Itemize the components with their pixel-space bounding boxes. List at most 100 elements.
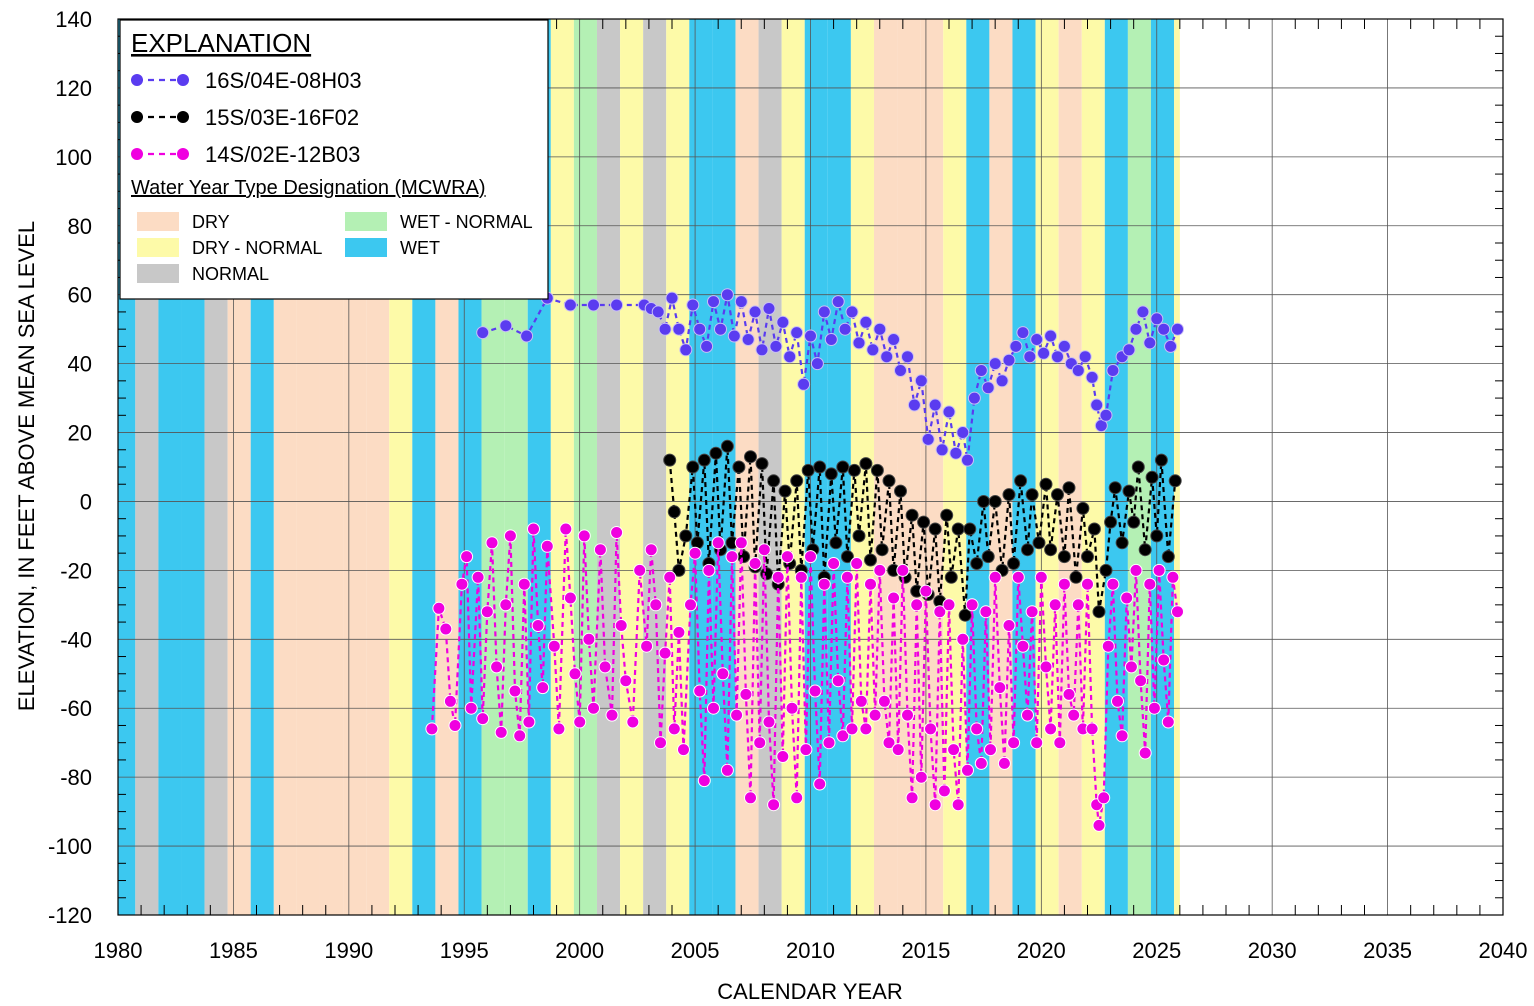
data-point — [859, 315, 873, 329]
data-point — [720, 763, 734, 777]
water-year-band-normal — [596, 19, 621, 915]
water-year-band-dry-normal — [943, 19, 967, 915]
data-point — [686, 298, 700, 312]
data-point — [824, 333, 838, 346]
data-point — [880, 350, 894, 364]
data-point — [1002, 488, 1016, 502]
data-point — [850, 557, 864, 570]
data-point — [944, 570, 958, 584]
data-point — [845, 305, 859, 319]
data-point — [794, 570, 808, 584]
data-point — [707, 295, 720, 309]
data-point — [1122, 484, 1136, 498]
data-point — [619, 674, 633, 688]
data-point — [804, 329, 817, 343]
data-point — [663, 453, 677, 467]
data-point — [1016, 639, 1030, 653]
data-point — [1124, 660, 1138, 674]
data-point — [573, 715, 587, 729]
data-point — [1161, 550, 1175, 564]
data-point — [767, 474, 781, 488]
data-point — [873, 563, 887, 577]
data-point — [476, 326, 490, 340]
data-point — [582, 632, 596, 646]
data-point — [667, 722, 681, 736]
data-point — [762, 302, 776, 315]
data-point — [720, 288, 734, 302]
data-point — [961, 453, 974, 467]
data-point — [838, 322, 852, 336]
data-point — [1002, 619, 1016, 632]
data-point — [1104, 515, 1118, 529]
data-point — [882, 474, 896, 488]
data-point — [716, 667, 730, 681]
data-point — [677, 743, 690, 757]
data-point — [894, 364, 907, 377]
data-point — [778, 484, 792, 498]
data-point — [901, 350, 914, 364]
data-point — [907, 398, 921, 412]
data-point — [1030, 736, 1044, 750]
data-point — [831, 295, 845, 309]
data-point — [490, 660, 504, 674]
data-point — [896, 563, 910, 577]
data-point — [707, 701, 720, 715]
data-point — [667, 505, 681, 519]
data-point — [1081, 550, 1094, 564]
data-point — [840, 550, 854, 564]
data-point — [753, 736, 767, 750]
data-point — [679, 529, 693, 543]
legend-series-entries: 16S/04E-08H03 15S/03E-16F02 14S/02E-12B03 — [131, 68, 362, 167]
data-point — [485, 536, 499, 550]
data-point — [508, 684, 522, 698]
x-tick-label: 2030 — [1248, 938, 1297, 963]
data-point — [949, 446, 963, 460]
data-point — [810, 357, 824, 371]
data-point — [790, 791, 804, 805]
x-tick-label: 1980 — [94, 938, 143, 963]
data-point — [891, 743, 905, 757]
data-point — [651, 305, 665, 319]
data-point — [644, 543, 658, 557]
data-point — [720, 439, 734, 453]
data-point — [928, 522, 942, 536]
x-axis-tick-labels: 1980 1985 1990 1995 2000 2005 2010 2015 2020 2025… — [94, 938, 1528, 963]
data-point — [737, 550, 751, 564]
data-point — [744, 791, 757, 805]
data-point — [734, 536, 748, 550]
water-year-band-wet — [966, 19, 990, 915]
data-point — [1150, 312, 1164, 326]
data-point — [649, 598, 663, 612]
data-point — [801, 463, 815, 477]
data-point — [1039, 660, 1053, 674]
data-point — [988, 495, 1002, 508]
y-tick-label: 0 — [80, 489, 92, 514]
legend-series-marker — [131, 148, 143, 160]
data-point — [1071, 364, 1085, 377]
data-point — [951, 798, 965, 812]
data-point — [547, 639, 561, 653]
data-point — [804, 550, 817, 564]
legend-box — [119, 19, 549, 300]
data-point — [776, 750, 790, 763]
data-point — [1067, 708, 1081, 722]
data-point — [917, 515, 931, 529]
legend-type-label: WET — [400, 238, 440, 258]
data-point — [831, 674, 845, 688]
data-point — [499, 319, 513, 333]
data-point — [951, 522, 965, 536]
data-point — [730, 708, 744, 722]
water-year-band-dry-normal — [1174, 19, 1180, 915]
data-point — [499, 598, 513, 612]
y-tick-label: 120 — [55, 76, 92, 101]
data-point — [1127, 515, 1141, 529]
data-point — [1111, 694, 1124, 708]
water-year-band-dry — [1058, 19, 1082, 915]
data-point — [494, 725, 508, 739]
data-point — [813, 777, 827, 791]
data-point — [640, 639, 654, 653]
water-year-band-dry-normal — [620, 19, 644, 915]
water-year-band-wet — [1012, 19, 1036, 915]
data-point — [1078, 350, 1092, 364]
